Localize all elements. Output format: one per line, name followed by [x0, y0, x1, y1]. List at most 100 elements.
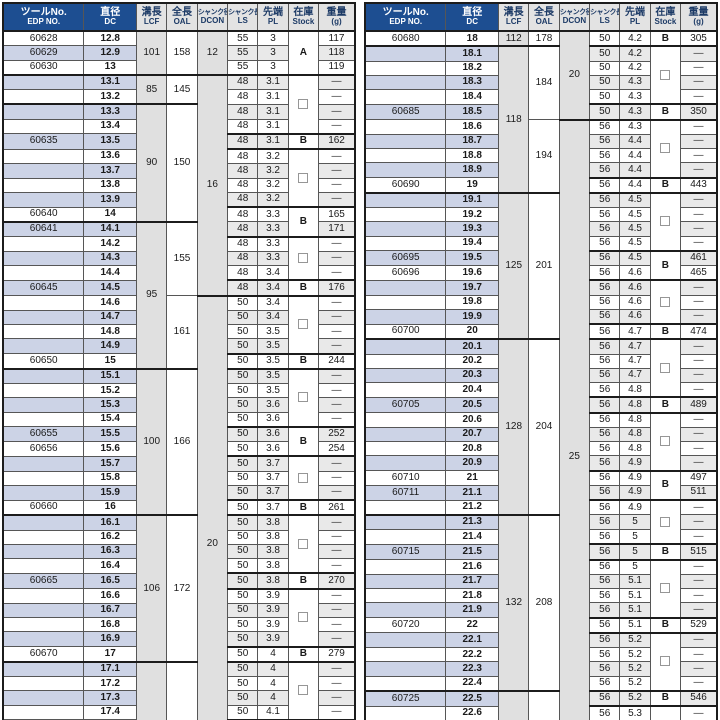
- weight-cell: —: [680, 587, 718, 604]
- table-row: 60715 21.5 56 5 B 515: [364, 543, 718, 561]
- weight-cell: —: [318, 704, 356, 720]
- stock-cell: B: [287, 425, 320, 457]
- weight-cell: —: [318, 367, 356, 384]
- dc-cell: 20.8: [445, 440, 499, 457]
- stock-cell: B: [287, 279, 320, 297]
- pl-cell: 4.5: [619, 249, 651, 266]
- edp-cell: 60656: [2, 441, 85, 457]
- table-row: 60629 12.9 55 3 118: [2, 45, 356, 61]
- weight-cell: —: [318, 103, 356, 120]
- ls-cell: 56: [589, 338, 621, 355]
- weight-cell: 165: [318, 206, 356, 223]
- table-row: 18.1 118 184 50 4.2—: [364, 45, 718, 194]
- pl-cell: 5.1: [619, 616, 651, 634]
- weight-cell: —: [318, 529, 356, 545]
- pl-cell: 5.3: [619, 705, 651, 720]
- header-dcon: シャンク径 DCON: [558, 2, 591, 32]
- weight-cell: —: [318, 89, 356, 105]
- edp-cell: [364, 279, 447, 296]
- weight-cell: —: [318, 265, 356, 281]
- edp-cell: [364, 221, 447, 237]
- stock-cell: [649, 498, 682, 545]
- edp-cell: [364, 45, 447, 62]
- weight-cell: —: [680, 367, 718, 384]
- header-label-en: Stock: [654, 17, 677, 27]
- header-lcf: 溝長 LCF: [135, 2, 168, 32]
- table-row: 19.4 56 4.5 —: [364, 235, 718, 252]
- table-row: 16.1 106 172 50 3.8—: [2, 514, 356, 663]
- pl-cell: 4.9: [619, 455, 651, 471]
- pl-cell: 3.4: [257, 265, 289, 281]
- ls-cell: 56: [589, 133, 621, 150]
- edp-cell: [364, 60, 447, 76]
- header-label-en: EDP NO.: [389, 17, 423, 27]
- edp-cell: [2, 367, 85, 384]
- edp-cell: [364, 235, 447, 252]
- header-label-jp: 重量: [326, 6, 347, 18]
- dc-cell: 20.6: [445, 412, 499, 428]
- header-label-en: OAL: [173, 17, 191, 27]
- table-row: 18.3 50 4.3 —: [364, 74, 718, 91]
- ls-cell: 50: [227, 367, 259, 384]
- dc-cell: 14.3: [83, 250, 137, 267]
- edp-cell: [364, 133, 447, 150]
- dc-cell: 19.7: [445, 279, 499, 296]
- ls-cell: 48: [227, 191, 259, 208]
- stock-cell: B: [287, 132, 320, 150]
- table-row: 21.7 56 5.1 —: [364, 573, 718, 590]
- ls-cell: 50: [589, 89, 621, 105]
- edp-cell: 60720: [364, 616, 447, 634]
- ls-cell: 50: [227, 470, 259, 486]
- header-label-en: Stock: [292, 17, 315, 27]
- table-row: 17.2 50 4 —: [2, 675, 356, 692]
- pl-cell: 4: [257, 645, 289, 663]
- header-label-en: DC: [466, 17, 478, 27]
- oal-cell: 194: [528, 118, 560, 194]
- edp-cell: [364, 89, 447, 105]
- weight-cell: —: [680, 631, 718, 648]
- table-row: 60710 21 56 4.9 B 497: [364, 469, 718, 501]
- lcf-cell: 125: [497, 191, 530, 340]
- weight-cell: —: [318, 616, 356, 633]
- ls-cell: 50: [589, 74, 621, 91]
- table-row: 18.7 56 4.4 —: [364, 133, 718, 150]
- dc-cell: 19.3: [445, 221, 499, 237]
- pl-cell: 4.3: [619, 89, 651, 105]
- pl-cell: 5.1: [619, 587, 651, 604]
- ls-cell: 56: [589, 661, 621, 677]
- weight-cell: 305: [680, 30, 718, 47]
- stock-cell: B: [649, 689, 682, 707]
- dc-cell: 16.3: [83, 543, 137, 560]
- weight-cell: —: [680, 529, 718, 545]
- header-label-en: LS: [237, 15, 248, 25]
- weight-cell: 497: [680, 469, 718, 486]
- weight-cell: —: [318, 338, 356, 354]
- edp-cell: [364, 162, 447, 178]
- dc-cell: 19.2: [445, 206, 499, 223]
- table-row: 16.8 50 3.9 —: [2, 616, 356, 633]
- pl-cell: 3: [257, 45, 289, 61]
- pl-cell: 4.7: [619, 338, 651, 355]
- pl-cell: 5: [619, 514, 651, 530]
- weight-cell: —: [680, 573, 718, 590]
- table-row: 16.9 50 3.9 —: [2, 631, 356, 647]
- table-row: 60655 15.5 50 3.6 B 252: [2, 425, 356, 457]
- pl-cell: 5.2: [619, 661, 651, 677]
- dc-cell: 19.1: [445, 191, 499, 208]
- pl-cell: 4.6: [619, 279, 651, 296]
- pl-cell: 4.7: [619, 367, 651, 384]
- lcf-cell: 112: [135, 660, 168, 720]
- edp-cell: [364, 455, 447, 471]
- pl-cell: 4.9: [619, 499, 651, 516]
- table-body: 60680 18 112 178 20 50 4.2 B 305 18.1 118 184 50 4.2—…: [364, 30, 718, 720]
- weight-cell: —: [318, 148, 356, 165]
- dc-cell: 16.4: [83, 558, 137, 574]
- dc-cell: 18.7: [445, 133, 499, 150]
- weight-cell: —: [318, 660, 356, 677]
- dc-cell: 14.1: [83, 220, 137, 237]
- ls-cell: 50: [227, 455, 259, 472]
- stock-cell: A: [287, 30, 320, 76]
- ls-cell: 56: [589, 367, 621, 384]
- pl-cell: 4.6: [619, 308, 651, 325]
- weight-cell: —: [680, 294, 718, 310]
